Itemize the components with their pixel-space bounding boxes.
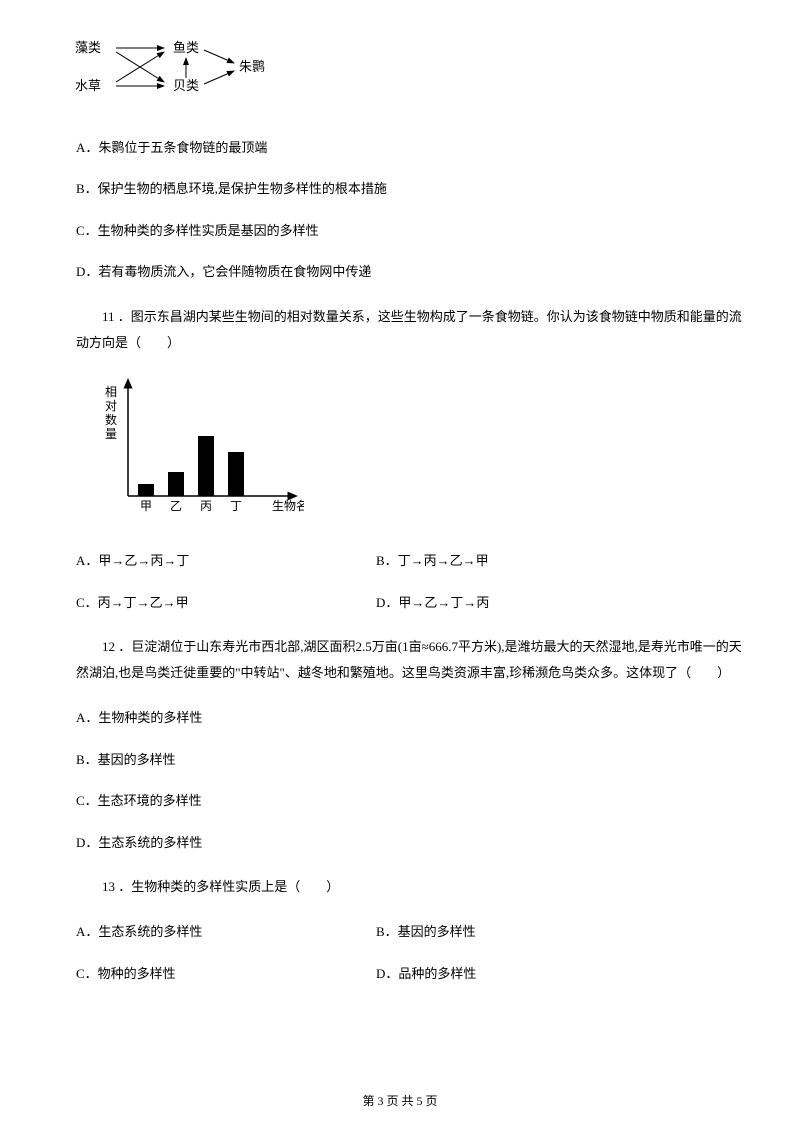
food-web-svg: 藻类 鱼类 水草 贝类 朱鹮 <box>64 30 274 104</box>
q13-text: 13 ．生物种类的多样性实质上是（ ） <box>76 874 746 900</box>
bar-chart: 相 对 数 量 甲 乙 丙 丁 生物名称 <box>94 378 746 524</box>
node-ibis: 朱鹮 <box>239 59 265 74</box>
q10-option-d: D．若有毒物质流入，它会伴随物质在食物网中传递 <box>76 262 746 282</box>
node-watergrass: 水草 <box>75 78 101 93</box>
bar-yi <box>168 472 184 496</box>
q11-option-a: A．甲→乙→丙→丁 <box>76 551 376 571</box>
q10-option-a: A．朱鹮位于五条食物链的最顶端 <box>76 138 746 158</box>
svg-text:生物名称: 生物名称 <box>272 498 304 513</box>
q10-option-c: C．生物种类的多样性实质是基因的多样性 <box>76 221 746 241</box>
q13-options-row2: C．物种的多样性 D．品种的多样性 <box>76 964 746 984</box>
page-footer: 第 3 页 共 5 页 <box>54 1092 746 1110</box>
q11-options-row2: C．丙→丁→乙→甲 D．甲→乙→丁→丙 <box>76 593 746 613</box>
q10-option-b: B．保护生物的栖息环境,是保护生物多样性的根本措施 <box>76 179 746 199</box>
node-fish: 鱼类 <box>173 40 199 55</box>
bar-chart-svg: 相 对 数 量 甲 乙 丙 丁 生物名称 <box>94 378 304 518</box>
q13-options-row1: A．生态系统的多样性 B．基因的多样性 <box>76 922 746 942</box>
q11-option-b: B．丁→丙→乙→甲 <box>376 551 489 571</box>
q12-option-b: B．基因的多样性 <box>76 750 746 770</box>
svg-text:数: 数 <box>105 412 117 427</box>
q11-option-d: D．甲→乙→丁→丙 <box>376 593 489 613</box>
q11-text: 11 ．图示东昌湖内某些生物间的相对数量关系，这些生物构成了一条食物链。你认为该… <box>76 304 746 356</box>
q12-option-d: D．生态系统的多样性 <box>76 833 746 853</box>
food-web-diagram: 藻类 鱼类 水草 贝类 朱鹮 <box>64 30 746 110</box>
q11-options-row1: A．甲→乙→丙→丁 B．丁→丙→乙→甲 <box>76 551 746 571</box>
svg-text:丁: 丁 <box>230 499 242 513</box>
q13-option-c: C．物种的多样性 <box>76 964 376 984</box>
node-algae: 藻类 <box>75 40 101 55</box>
bar-jia <box>138 484 154 496</box>
svg-text:乙: 乙 <box>170 499 182 513</box>
svg-text:相: 相 <box>105 385 117 399</box>
node-shellfish: 贝类 <box>173 78 199 93</box>
bar-ding <box>228 452 244 496</box>
q13-option-b: B．基因的多样性 <box>376 922 476 942</box>
q12-option-a: A．生物种类的多样性 <box>76 708 746 728</box>
svg-text:量: 量 <box>105 427 117 441</box>
svg-text:丙: 丙 <box>200 499 212 513</box>
q13-option-d: D．品种的多样性 <box>376 964 476 984</box>
svg-text:甲: 甲 <box>140 499 152 513</box>
bar-bing <box>198 436 214 496</box>
q12-text: 12 ．巨淀湖位于山东寿光市西北部,湖区面积2.5万亩(1亩≈666.7平方米)… <box>76 634 746 686</box>
q11-option-c: C．丙→丁→乙→甲 <box>76 593 376 613</box>
q13-option-a: A．生态系统的多样性 <box>76 922 376 942</box>
svg-text:对: 对 <box>105 399 117 413</box>
q12-option-c: C．生态环境的多样性 <box>76 791 746 811</box>
